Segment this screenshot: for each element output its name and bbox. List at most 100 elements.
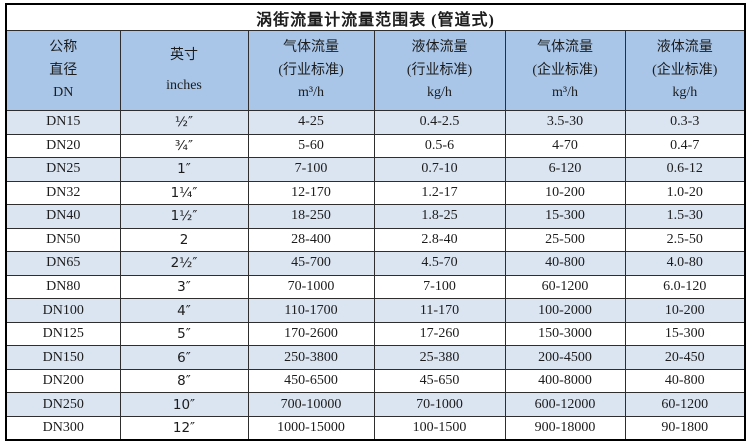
cell-gas-enterprise: 25-500	[504, 227, 626, 253]
cell-gas-industry: 7-100	[247, 157, 375, 182]
cell-inches: ½″	[119, 110, 249, 135]
cell-liquid-industry: 7-100	[373, 274, 506, 300]
table-row: DN50 2 28-400 2.8-40 25-500 2.5-50	[5, 227, 746, 253]
cell-liquid-industry: 17-260	[373, 321, 506, 347]
header-gas-industry-line2: (行业标准)	[278, 62, 344, 78]
cell-liquid-enterprise: 1.5-30	[624, 204, 746, 229]
table-row: DN20 ¾″ 5-60 0.5-6 4-70 0.4-7	[5, 133, 746, 159]
cell-liquid-industry: 45-650	[373, 368, 506, 394]
cell-gas-industry: 700-10000	[247, 392, 375, 417]
header-gas-industry-line1: 气体流量	[283, 40, 339, 56]
cell-liquid-enterprise: 4.0-80	[624, 251, 746, 276]
table-row: DN125 5″ 170-2600 17-260 150-3000 15-300	[5, 321, 746, 347]
header-inches-line2: inches	[166, 77, 202, 93]
cell-liquid-enterprise: 40-800	[624, 368, 746, 394]
table-header-row: 公称 直径 DN 英寸 inches 气体流量 (行业标准) m³/h	[5, 30, 746, 111]
cell-liquid-industry: 11-170	[373, 298, 506, 323]
table-row: DN32 1¼″ 12-170 1.2-17 10-200 1.0-20	[5, 180, 746, 206]
cell-dn: DN250	[5, 392, 121, 417]
header-inches-line1: 英寸	[170, 47, 198, 63]
cell-gas-industry: 18-250	[247, 204, 375, 229]
flow-range-table: 涡街流量计流量范围表 (管道式) 公称 直径 DN 英寸 inches	[5, 3, 747, 441]
cell-dn: DN40	[5, 204, 121, 229]
cell-liquid-enterprise: 90-1800	[624, 415, 746, 441]
header-liquid-enterprise-line2: (企业标准)	[652, 62, 718, 78]
cell-gas-enterprise: 200-4500	[504, 345, 626, 370]
cell-gas-enterprise: 400-8000	[504, 368, 626, 394]
cell-liquid-enterprise: 0.3-3	[624, 110, 746, 135]
cell-liquid-industry: 0.5-6	[373, 133, 506, 159]
cell-inches: 4″	[119, 298, 249, 323]
header-dn-line3: DN	[53, 85, 74, 101]
cell-gas-enterprise: 10-200	[504, 180, 626, 206]
cell-liquid-enterprise: 6.0-120	[624, 274, 746, 300]
cell-gas-enterprise: 150-3000	[504, 321, 626, 347]
cell-inches: 6″	[119, 345, 249, 370]
header-gas-enterprise-line1: 气体流量	[537, 40, 593, 56]
cell-liquid-enterprise: 60-1200	[624, 392, 746, 417]
table-row: DN80 3″ 70-1000 7-100 60-1200 6.0-120	[5, 274, 746, 300]
cell-dn: DN32	[5, 180, 121, 206]
cell-gas-industry: 450-6500	[247, 368, 375, 394]
header-gas-enterprise-unit: m³/h	[552, 85, 578, 101]
cell-inches: 5″	[119, 321, 249, 347]
cell-liquid-industry: 2.8-40	[373, 227, 506, 253]
cell-gas-industry: 28-400	[247, 227, 375, 253]
cell-dn: DN50	[5, 227, 121, 253]
cell-gas-enterprise: 60-1200	[504, 274, 626, 300]
cell-gas-industry: 4-25	[247, 110, 375, 135]
cell-gas-industry: 45-700	[247, 251, 375, 276]
cell-gas-enterprise: 15-300	[504, 204, 626, 229]
header-liquid-enterprise-line1: 液体流量	[656, 40, 713, 56]
table-title-row: 涡街流量计流量范围表 (管道式)	[5, 3, 746, 31]
cell-inches: 1¼″	[119, 180, 249, 206]
header-liquid-industry-line1: 液体流量	[411, 40, 468, 56]
cell-liquid-enterprise: 10-200	[624, 298, 746, 323]
cell-inches: 1½″	[119, 204, 249, 229]
table-row: DN25 1″ 7-100 0.7-10 6-120 0.6-12	[5, 157, 746, 182]
table-row: DN65 2½″ 45-700 4.5-70 40-800 4.0-80	[5, 251, 746, 276]
header-gas-enterprise: 气体流量 (企业标准) m³/h	[504, 30, 626, 111]
table-row: DN15 ½″ 4-25 0.4-2.5 3.5-30 0.3-3	[5, 110, 746, 135]
cell-dn: DN150	[5, 345, 121, 370]
header-liquid-enterprise-unit: kg/h	[672, 85, 698, 101]
header-gas-enterprise-line2: (企业标准)	[532, 62, 598, 78]
header-liquid-industry-unit: kg/h	[427, 85, 452, 101]
cell-liquid-enterprise: 2.5-50	[624, 227, 746, 253]
cell-gas-industry: 170-2600	[247, 321, 375, 347]
cell-dn: DN200	[5, 368, 121, 394]
cell-liquid-industry: 4.5-70	[373, 251, 506, 276]
table-row: DN200 8″ 450-6500 45-650 400-8000 40-800	[5, 368, 746, 394]
cell-gas-industry: 110-1700	[247, 298, 375, 323]
cell-liquid-enterprise: 20-450	[624, 345, 746, 370]
cell-liquid-industry: 0.4-2.5	[373, 110, 506, 135]
header-liquid-enterprise: 液体流量 (企业标准) kg/h	[624, 30, 746, 111]
cell-gas-industry: 70-1000	[247, 274, 375, 300]
cell-dn: DN15	[5, 110, 121, 135]
cell-inches: 10″	[119, 392, 249, 417]
cell-inches: 2½″	[119, 251, 249, 276]
cell-liquid-industry: 25-380	[373, 345, 506, 370]
cell-gas-industry: 250-3800	[247, 345, 375, 370]
cell-liquid-industry: 0.7-10	[373, 157, 506, 182]
cell-liquid-enterprise: 0.6-12	[624, 157, 746, 182]
cell-liquid-industry: 100-1500	[373, 415, 506, 441]
cell-liquid-industry: 1.8-25	[373, 204, 506, 229]
cell-gas-enterprise: 4-70	[504, 133, 626, 159]
cell-gas-enterprise: 100-2000	[504, 298, 626, 323]
table-title: 涡街流量计流量范围表 (管道式)	[5, 3, 746, 31]
cell-inches: 1″	[119, 157, 249, 182]
cell-dn: DN25	[5, 157, 121, 182]
cell-gas-enterprise: 600-12000	[504, 392, 626, 417]
header-liquid-industry: 液体流量 (行业标准) kg/h	[373, 30, 506, 111]
cell-gas-industry: 1000-15000	[247, 415, 375, 441]
cell-gas-enterprise: 900-18000	[504, 415, 626, 441]
cell-liquid-industry: 70-1000	[373, 392, 506, 417]
header-liquid-industry-line2: (行业标准)	[406, 62, 473, 78]
table-row: DN150 6″ 250-3800 25-380 200-4500 20-450	[5, 345, 746, 370]
cell-dn: DN65	[5, 251, 121, 276]
header-gas-industry-unit: m³/h	[298, 85, 324, 101]
cell-inches: 3″	[119, 274, 249, 300]
header-dn: 公称 直径 DN	[5, 30, 121, 111]
